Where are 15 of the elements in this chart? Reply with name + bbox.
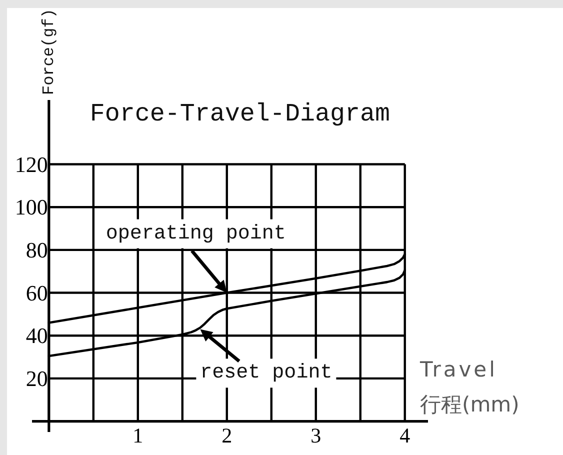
y-tick-label: 20 bbox=[26, 366, 48, 391]
y-tick-label: 100 bbox=[14, 194, 48, 220]
x-axis-title: Travel 行程(mm) bbox=[419, 357, 520, 416]
x-tick-label: 3 bbox=[310, 423, 322, 448]
y-axis-title: Force(gf) bbox=[40, 8, 58, 95]
chart-title: Force-Travel-Diagram bbox=[90, 99, 390, 128]
y-tick-label: 80 bbox=[26, 237, 48, 262]
x-tick-label: 2 bbox=[222, 423, 232, 448]
y-tick-label: 40 bbox=[26, 323, 48, 348]
x-tick-label: 1 bbox=[132, 423, 144, 448]
annotation: reset point bbox=[200, 362, 332, 385]
y-tick-label: 60 bbox=[26, 280, 48, 306]
annotation: operating point bbox=[106, 222, 286, 246]
y-tick-label: 120 bbox=[14, 152, 48, 177]
x-tick-label: 4 bbox=[400, 423, 411, 448]
